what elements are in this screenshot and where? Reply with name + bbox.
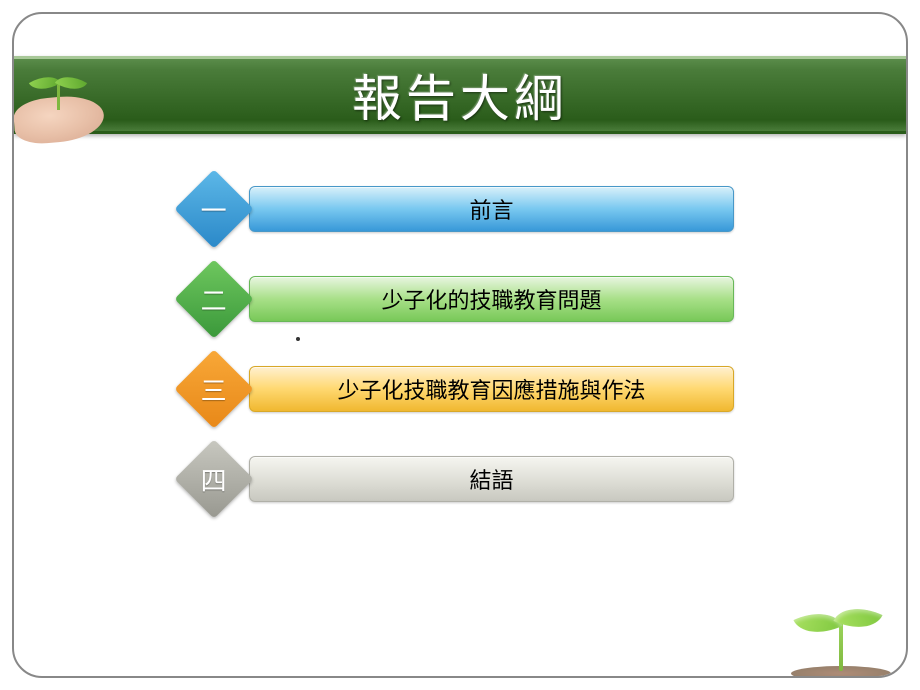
sprout-decoration-icon xyxy=(771,581,891,678)
number-diamond: 一 xyxy=(174,169,253,248)
item-label: 少子化的技職教育問題 xyxy=(381,283,601,315)
item-label: 前言 xyxy=(469,193,513,225)
hands-sprout-icon xyxy=(14,62,109,142)
slide-title: 報告大綱 xyxy=(352,59,568,131)
item-number: 四 xyxy=(201,460,227,497)
item-number: 二 xyxy=(201,280,227,317)
item-bar: 結語 xyxy=(249,456,734,502)
item-number: 三 xyxy=(201,370,227,407)
outline-item: 一 前言 xyxy=(214,179,734,239)
item-number: 一 xyxy=(201,190,227,227)
number-diamond: 二 xyxy=(174,259,253,338)
number-diamond: 三 xyxy=(174,349,253,428)
number-diamond: 四 xyxy=(174,439,253,518)
item-bar: 少子化技職教育因應措施與作法 xyxy=(249,366,734,412)
item-label: 結語 xyxy=(469,463,513,495)
slide-frame: 報告大綱 一 前言 二 少子化的技職教育問題 xyxy=(12,12,908,678)
item-label: 少子化技職教育因應措施與作法 xyxy=(337,373,645,405)
outline-list: 一 前言 二 少子化的技職教育問題 三 少子化技職教育因應措施與作法 四 xyxy=(214,179,734,539)
outline-item: 四 結語 xyxy=(214,449,734,509)
item-bar: 少子化的技職教育問題 xyxy=(249,276,734,322)
title-bar: 報告大綱 xyxy=(14,56,906,134)
item-bar: 前言 xyxy=(249,186,734,232)
dot-marker xyxy=(296,337,300,341)
outline-item: 三 少子化技職教育因應措施與作法 xyxy=(214,359,734,419)
outline-item: 二 少子化的技職教育問題 xyxy=(214,269,734,329)
